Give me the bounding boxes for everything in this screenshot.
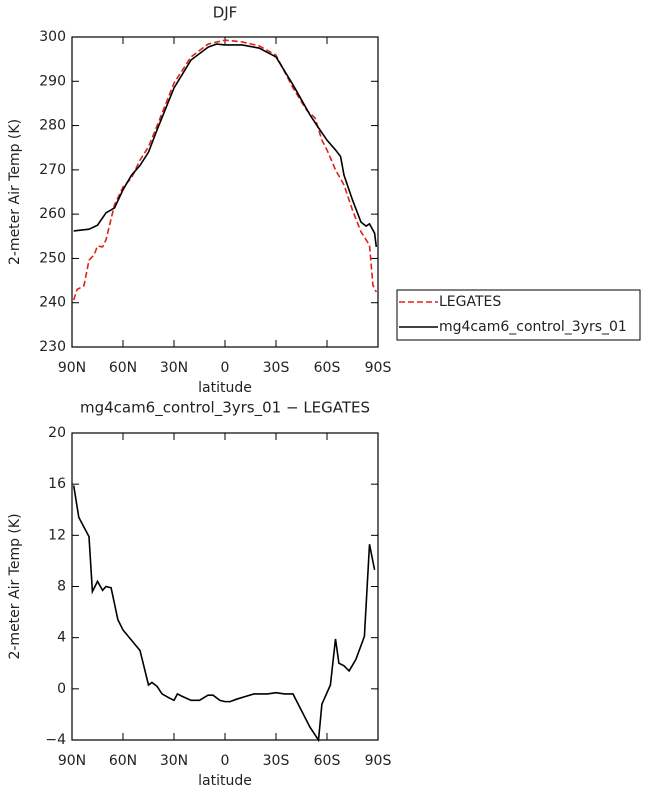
y-tick-label: 4 — [57, 630, 66, 646]
y-tick-label: 280 — [39, 118, 66, 134]
x-tick-label: 0 — [221, 753, 230, 769]
y-tick-label: 250 — [39, 250, 66, 266]
y-tick-label: 16 — [48, 476, 66, 492]
plot-frame — [71, 432, 379, 741]
y-tick-label: 240 — [39, 295, 66, 311]
y-tick-label: 290 — [39, 73, 66, 89]
x-tick-label: 90S — [365, 753, 392, 769]
x-tick-label: 30S — [263, 360, 290, 376]
y-tick-label: 230 — [39, 339, 66, 355]
y-tick-label: 270 — [39, 162, 66, 178]
x-tick-label: 30N — [160, 360, 188, 376]
plot-frame — [71, 36, 379, 348]
y-tick-label: 300 — [39, 29, 66, 45]
y-tick-label: 12 — [48, 527, 66, 543]
y-tick-label: 260 — [39, 206, 66, 222]
legend-box — [396, 289, 641, 341]
data-line — [72, 485, 376, 743]
x-tick-label: 60S — [314, 753, 341, 769]
x-tick-label: 90S — [365, 360, 392, 376]
y-tick-label: −4 — [45, 732, 66, 748]
y-axis-label: 2-meter Air Temp (K) — [7, 119, 23, 265]
y-tick-label: 8 — [57, 579, 66, 595]
x-tick-label: 60S — [314, 360, 341, 376]
x-tick-label: 30N — [160, 753, 188, 769]
legend-label: LEGATES — [439, 294, 501, 310]
legend-label: mg4cam6_control_3yrs_01 — [439, 319, 627, 335]
x-tick-label: 60N — [109, 753, 137, 769]
y-tick-label: 0 — [57, 681, 66, 697]
chart-title: DJF — [213, 4, 238, 22]
y-axis-label: 2-meter Air Temp (K) — [7, 513, 23, 659]
x-tick-label: 90N — [58, 360, 86, 376]
x-tick-label: 90N — [58, 753, 86, 769]
x-tick-label: 30S — [263, 753, 290, 769]
x-axis-label: latitude — [198, 773, 252, 789]
x-tick-label: 0 — [221, 360, 230, 376]
x-axis-label: latitude — [198, 380, 252, 396]
x-tick-label: 60N — [109, 360, 137, 376]
y-tick-label: 20 — [48, 425, 66, 441]
data-line — [73, 43, 378, 248]
chart-title: mg4cam6_control_3yrs_01 − LEGATES — [80, 399, 370, 418]
data-line — [72, 39, 378, 301]
